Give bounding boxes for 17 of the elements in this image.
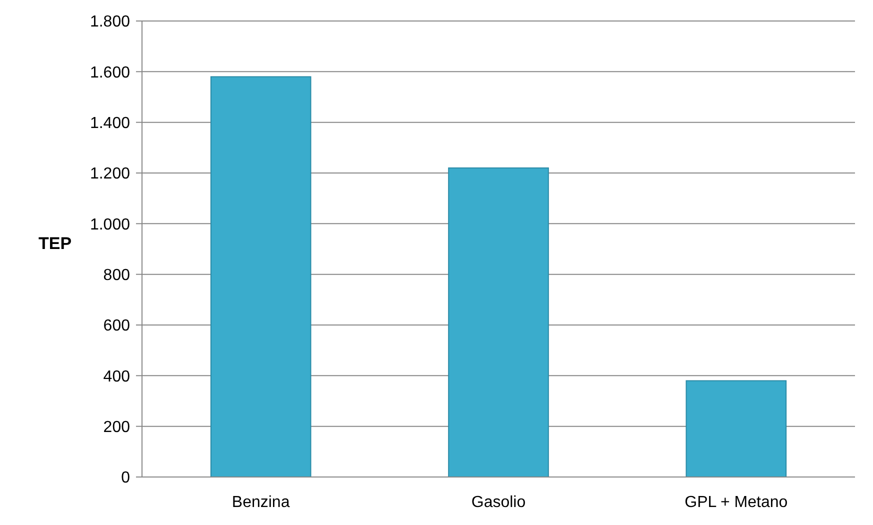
- bar: [210, 76, 312, 478]
- y-axis-title: TEP: [38, 234, 72, 253]
- x-tick-label: Benzina: [232, 494, 290, 511]
- y-tick-label: 1.200: [90, 166, 130, 183]
- y-tick-label: 400: [103, 368, 130, 386]
- y-tick-label: 0: [121, 470, 130, 487]
- bar: [686, 380, 787, 478]
- bar: [448, 167, 549, 478]
- y-tick-label: 1.600: [90, 64, 130, 82]
- x-tick-label: GPL + Metano: [684, 494, 788, 511]
- y-tick-label: 200: [103, 418, 130, 436]
- y-tick-label: 600: [103, 318, 130, 335]
- y-tick-label: 800: [103, 266, 130, 284]
- y-tick-label: 1.000: [90, 216, 130, 234]
- y-tick-label: 1.400: [90, 114, 130, 132]
- x-tick-label: Gasolio: [471, 494, 526, 511]
- y-tick-label: 1.800: [90, 14, 130, 31]
